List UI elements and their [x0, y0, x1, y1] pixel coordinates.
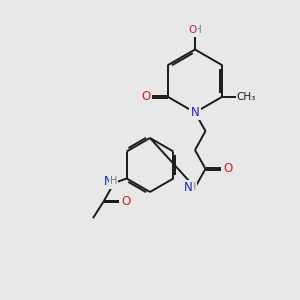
- Text: O: O: [121, 195, 130, 208]
- Text: H: H: [189, 182, 196, 193]
- Text: O: O: [223, 162, 232, 176]
- Text: O: O: [188, 25, 197, 35]
- Text: N: N: [190, 106, 200, 119]
- Text: CH₃: CH₃: [237, 92, 256, 102]
- Text: N: N: [184, 181, 193, 194]
- Text: H: H: [194, 25, 202, 35]
- Text: H: H: [110, 176, 117, 187]
- Text: O: O: [141, 90, 150, 103]
- Text: N: N: [104, 175, 113, 188]
